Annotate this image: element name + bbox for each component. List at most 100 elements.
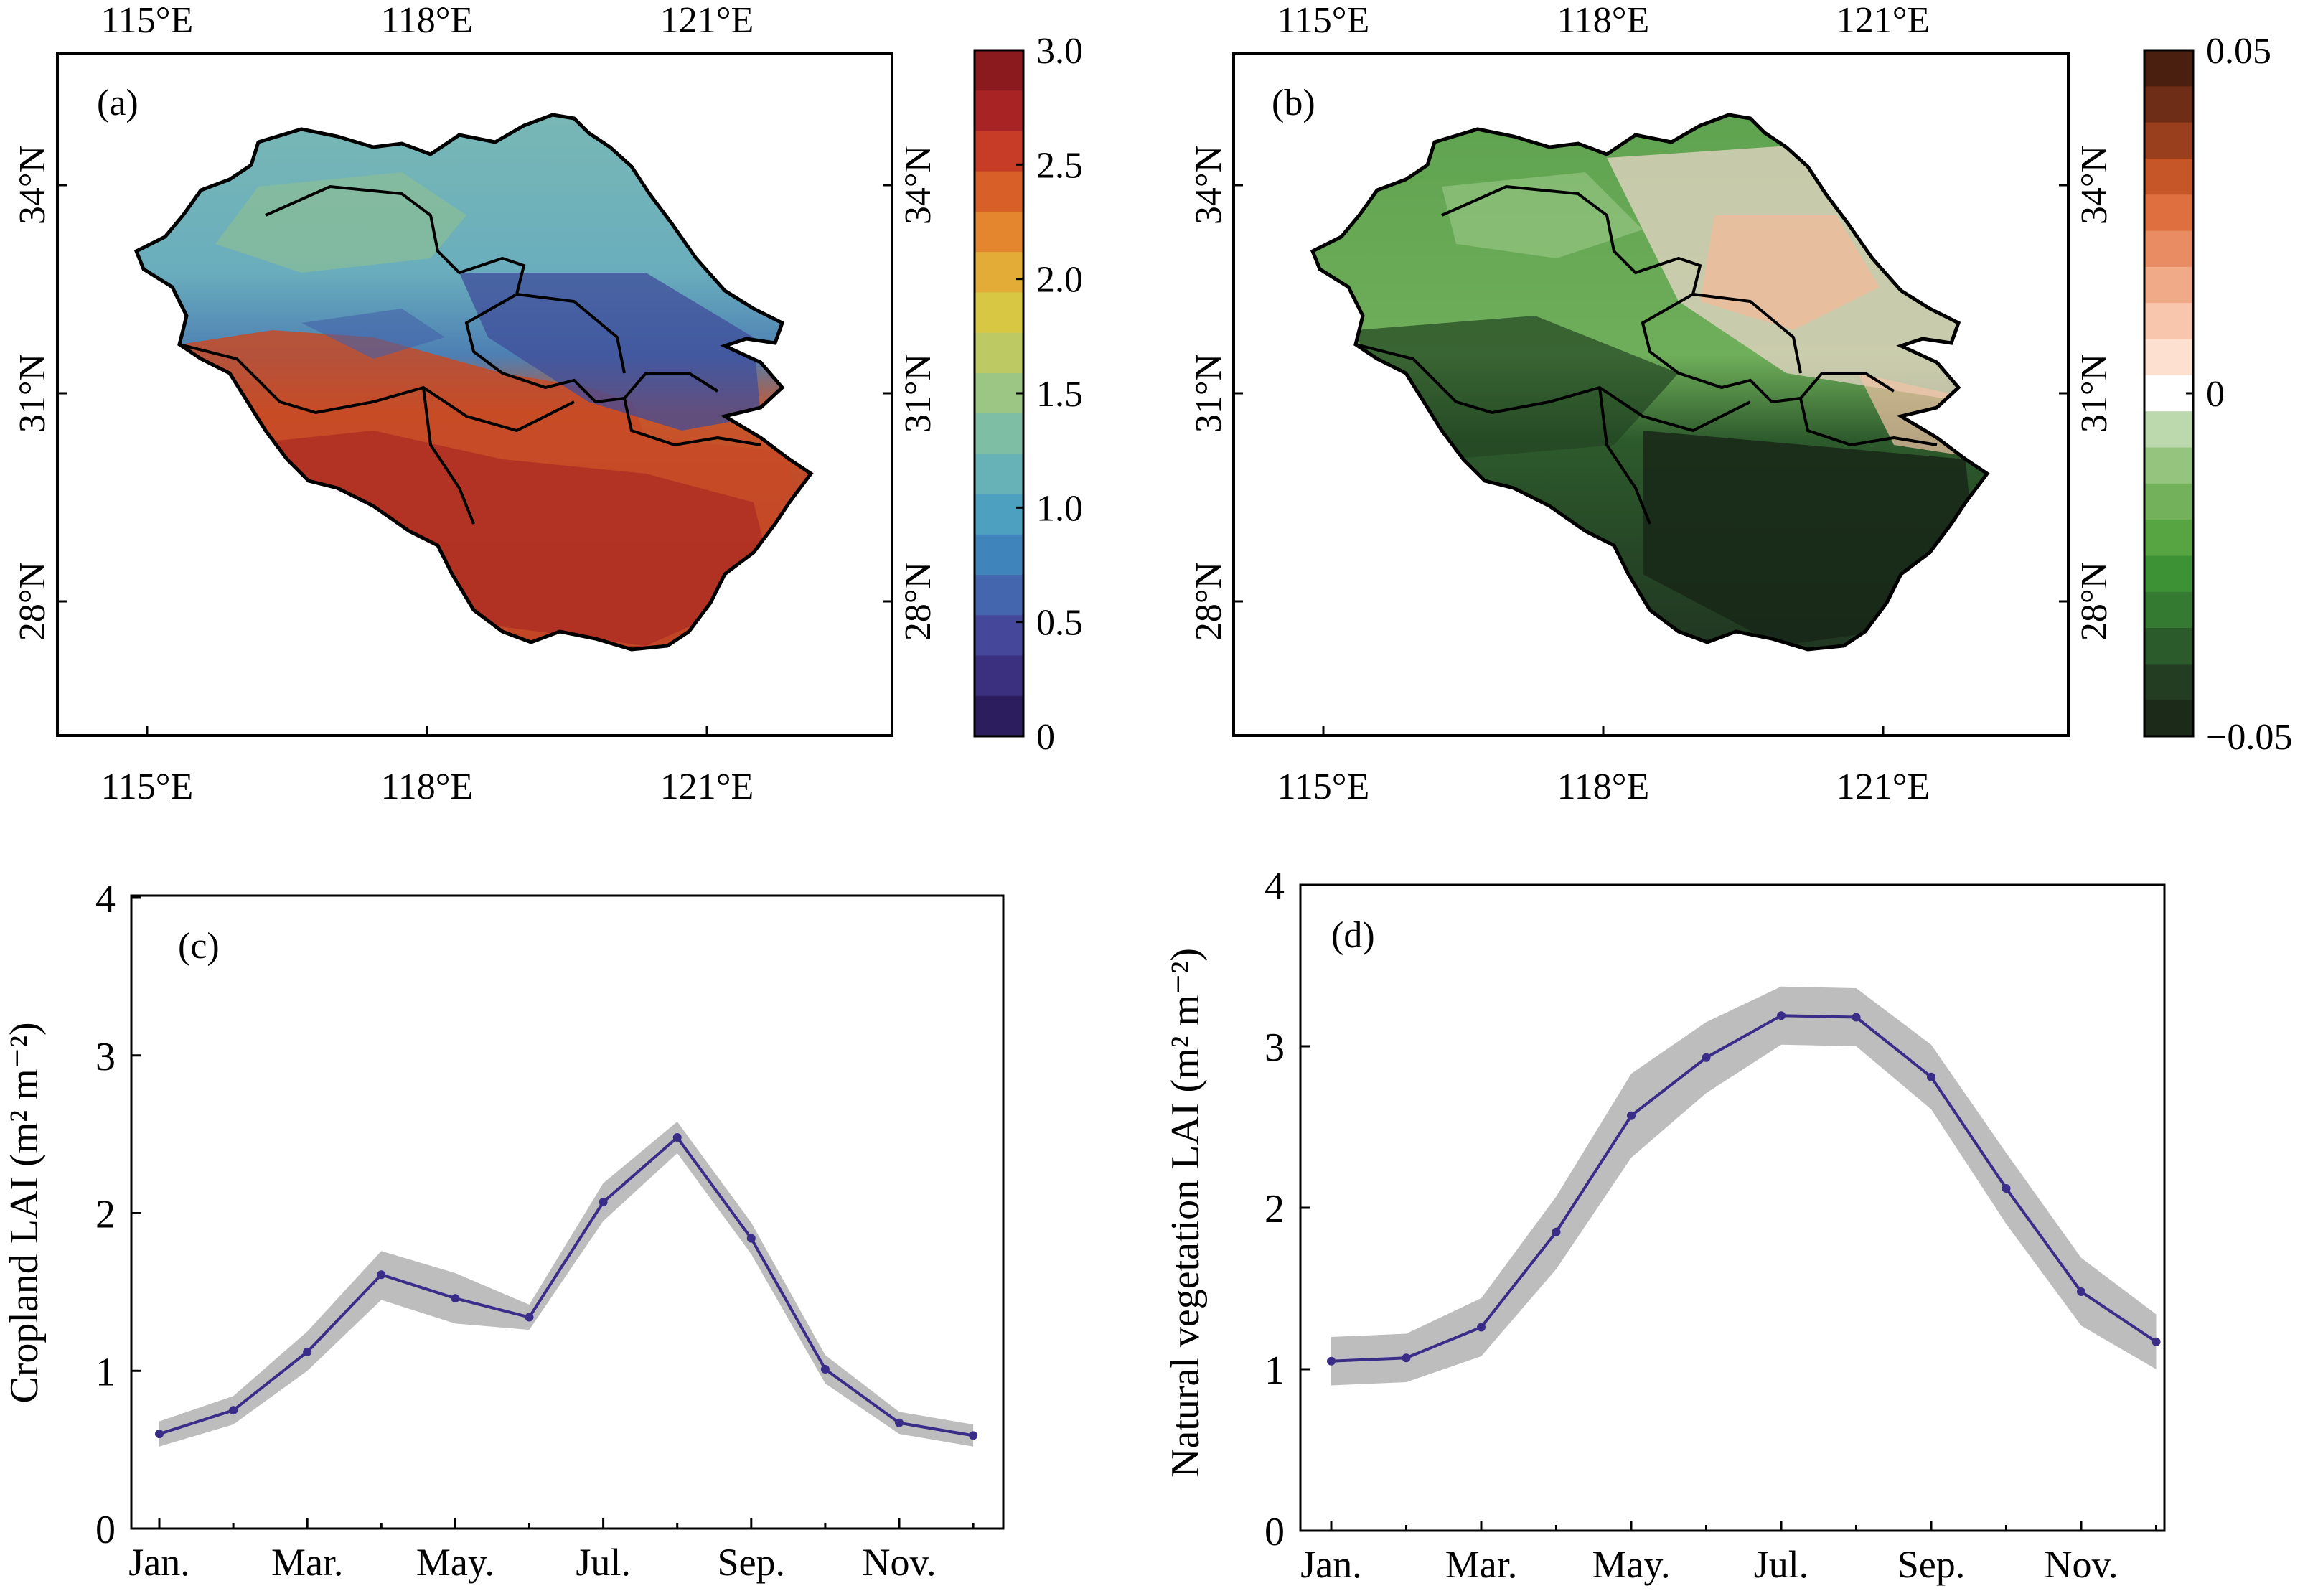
panel-a-lat-label-right: 31°N bbox=[898, 354, 939, 433]
panel-d-mean-line bbox=[1331, 1014, 2157, 1363]
panel-c-data-point bbox=[820, 1365, 830, 1374]
panel-c-axes: 0 1 2 3 4 Jan. Mar. May. Jul. Sep. Nov. bbox=[95, 877, 975, 1584]
panel-b-lon-label-bottom: 118°E bbox=[1557, 766, 1650, 807]
panel-b-colorbar-swatch bbox=[2144, 664, 2193, 701]
panel-d-x-tick-label: Jul. bbox=[1754, 1543, 1809, 1586]
panel-b-colorbar-swatch bbox=[2144, 50, 2193, 87]
panel-c-data-point bbox=[969, 1431, 978, 1440]
panel-d-uncertainty-band bbox=[1331, 986, 2157, 1386]
panel-a-colorbar-tick-label: 2.0 bbox=[1036, 260, 1083, 301]
panel-a-colorbar-swatch bbox=[975, 615, 1023, 657]
panel-a-colorbar-swatches: 3.0 2.5 2.0 1.5 1.0 0.5 0 bbox=[973, 31, 1083, 758]
panel-a-lon-label-bottom: 121°E bbox=[660, 766, 754, 807]
panel-c-chart: 0 1 2 3 4 Jan. Mar. May. Jul. Sep. Nov. (c) Cropla… bbox=[2, 877, 1005, 1584]
panel-c-data-point bbox=[377, 1270, 386, 1280]
panel-a-colorbar-swatch bbox=[975, 695, 1023, 737]
panel-a-colorbar-tick-label: 3.0 bbox=[1036, 31, 1083, 72]
panel-b-lat-label-right: 34°N bbox=[2074, 146, 2115, 225]
panel-c-data-point bbox=[155, 1430, 164, 1439]
panel-d-label: (d) bbox=[1331, 915, 1375, 956]
panel-a-colorbar-tick-label: 0 bbox=[1036, 717, 1055, 758]
panel-b-colorbar-swatch bbox=[2144, 339, 2193, 376]
panel-b-lat-label-left: 28°N bbox=[1188, 562, 1229, 641]
panel-a-colorbar-tick-label: 1.5 bbox=[1036, 374, 1083, 415]
panel-c-data-point bbox=[895, 1418, 904, 1427]
panel-b-lat-label-left: 34°N bbox=[1188, 146, 1229, 225]
panel-c-x-tick-label: Sep. bbox=[718, 1541, 786, 1584]
panel-b-colorbar-swatch bbox=[2144, 158, 2193, 195]
panel-a-colorbar-swatch bbox=[975, 494, 1023, 535]
panel-a-lon-label-bottom: 118°E bbox=[381, 766, 474, 807]
panel-d-points bbox=[1327, 1011, 2161, 1366]
panel-b-lon-label-top: 118°E bbox=[1557, 0, 1650, 41]
panel-c-data-point bbox=[229, 1406, 238, 1415]
panel-b-colorbar-swatch bbox=[2144, 555, 2193, 593]
panel-c-x-tick-label: Nov. bbox=[863, 1541, 937, 1584]
panel-a-colorbar-swatch bbox=[975, 372, 1023, 414]
panel-a-colorbar-swatch bbox=[975, 252, 1023, 293]
panel-b-colorbar-swatch bbox=[2144, 230, 2193, 268]
panel-b-lon-label-top: 115°E bbox=[1277, 0, 1370, 41]
panel-a-colorbar-swatch bbox=[975, 292, 1023, 334]
panel-c-mean-line bbox=[159, 1135, 974, 1437]
panel-d-x-tick-label: Nov. bbox=[2045, 1543, 2118, 1586]
panel-a-colorbar-tick-label: 1.0 bbox=[1036, 488, 1083, 529]
panel-b-lon-label-bottom: 121°E bbox=[1836, 766, 1930, 807]
panel-a-colorbar-tick-label: 2.5 bbox=[1036, 145, 1083, 186]
panel-c-y-tick-label: 1 bbox=[95, 1350, 116, 1394]
panel-a-lat-label-left: 28°N bbox=[12, 562, 53, 641]
panel-c-y-axis-label: Cropland LAI (m² m⁻²) bbox=[2, 1022, 47, 1403]
panel-d-y-axis-label: Natural vegetation LAI (m² m⁻²) bbox=[1163, 948, 1208, 1478]
panel-b-colorbar-swatch bbox=[2144, 266, 2193, 304]
panel-b-colorbar-tick-label: −0.05 bbox=[2206, 717, 2292, 758]
panel-b-colorbar-tick-label: 0.05 bbox=[2206, 31, 2271, 72]
panel-a-lon-label-top: 115°E bbox=[101, 0, 194, 41]
panel-b-axes-ticks: 115°E 115°E 118°E 118°E 121°E 121°E 34°N 34°N 31… bbox=[1188, 0, 2115, 807]
panel-c-y-tick-label: 0 bbox=[95, 1508, 116, 1552]
panel-b-map: 0.05 0 −0.05 (b) 115°E 115°E 118°E 118°E 121°E… bbox=[1188, 0, 2292, 807]
panel-b-colorbar-swatch bbox=[2144, 447, 2193, 484]
panel-b-colorbar-swatch bbox=[2144, 411, 2193, 448]
panel-a-colorbar-swatch bbox=[975, 534, 1023, 576]
panel-d-data-point bbox=[2077, 1287, 2085, 1296]
panel-a-axes-ticks: 115°E 115°E 118°E 118°E 121°E 121°E 34°N 34°N 31… bbox=[12, 0, 939, 807]
panel-b-lon-label-bottom: 115°E bbox=[1277, 766, 1370, 807]
panel-d-y-tick-label: 1 bbox=[1264, 1348, 1285, 1393]
panel-c-y-tick-label: 4 bbox=[95, 877, 116, 921]
panel-c-data-point bbox=[451, 1294, 460, 1303]
panel-d-data-point bbox=[1552, 1227, 1561, 1236]
panel-c-uncertainty-band bbox=[159, 1122, 974, 1447]
panel-a-colorbar-swatch bbox=[975, 211, 1023, 253]
panel-b-colorbar-swatch bbox=[2144, 122, 2193, 159]
panel-b-lon-label-top: 121°E bbox=[1836, 0, 1930, 41]
panel-a-colorbar-swatch bbox=[975, 90, 1023, 131]
panel-a-colorbar-swatch bbox=[975, 454, 1023, 495]
panel-a-lat-label-left: 34°N bbox=[12, 146, 53, 225]
panel-b-colorbar-swatch bbox=[2144, 303, 2193, 340]
panel-d-data-point bbox=[1702, 1053, 1711, 1062]
panel-b-colorbar-swatch bbox=[2144, 520, 2193, 556]
panel-d-y-tick-label: 0 bbox=[1264, 1510, 1285, 1554]
panel-d-chart: 0 1 2 3 4 Jan. Mar. May. Jul. Sep. Nov. (d) Natura… bbox=[1163, 864, 2166, 1586]
panel-d-data-point bbox=[1852, 1013, 1861, 1022]
panel-a-label: (a) bbox=[97, 83, 139, 123]
panel-d-data-point bbox=[1402, 1353, 1411, 1363]
panel-c-data-point bbox=[303, 1347, 312, 1356]
panel-c-data-point bbox=[746, 1234, 756, 1243]
panel-d-x-tick-label: Jan. bbox=[1300, 1543, 1361, 1586]
panel-c-x-tick-label: Jul. bbox=[576, 1541, 631, 1584]
panel-d-axes: 0 1 2 3 4 Jan. Mar. May. Jul. Sep. Nov. bbox=[1264, 864, 2157, 1586]
panel-b-lat-label-right: 31°N bbox=[2074, 354, 2115, 433]
panel-b-colorbar-swatch bbox=[2144, 194, 2193, 232]
panel-a-map: 3.02.52.01.51.00.50 (a) 115°E115°E118°E1… bbox=[12, 0, 1083, 807]
panel-d-data-point bbox=[1327, 1356, 1336, 1366]
panel-a-lon-label-top: 118°E bbox=[381, 0, 474, 41]
panel-d-x-tick-label: Mar. bbox=[1445, 1543, 1518, 1586]
panel-c-y-tick-label: 3 bbox=[95, 1035, 116, 1079]
panel-a-colorbar-swatch bbox=[975, 332, 1023, 374]
panel-b-colorbar-tick-label: 0 bbox=[2206, 374, 2225, 415]
panel-b-label: (b) bbox=[1272, 83, 1315, 123]
panel-b-colorbar-swatch bbox=[2144, 628, 2193, 665]
panel-b-colorbar-swatch bbox=[2144, 700, 2193, 737]
